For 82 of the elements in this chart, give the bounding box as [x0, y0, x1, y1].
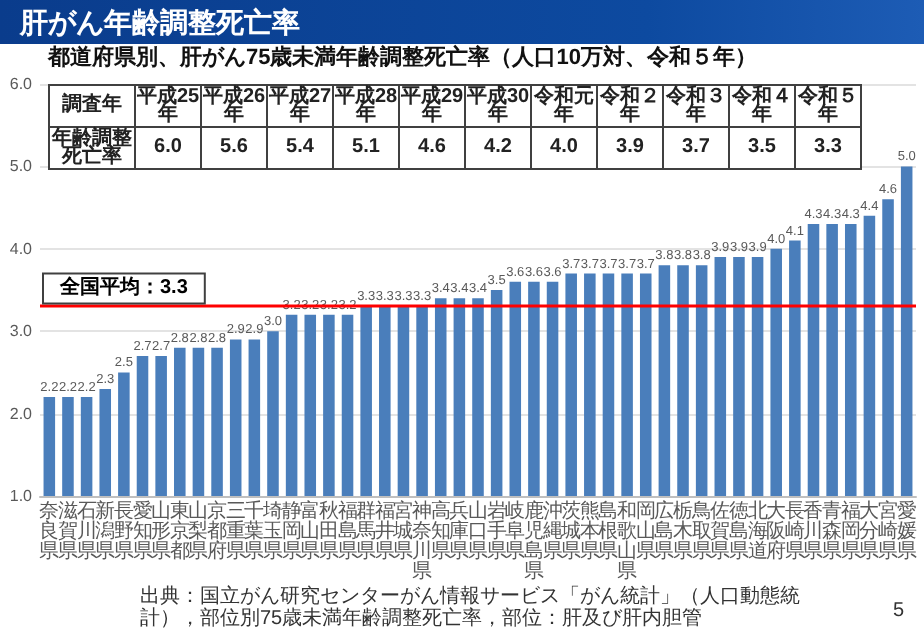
text: 年齢調整死亡率 [49, 127, 135, 169]
chart-subtitle: 都道府県別、肝がん75歳未満年齢調整死亡率（人口10万対、令和５年） [48, 46, 757, 72]
x-tick-label: 茨城県 [559, 499, 582, 563]
data-label: 4.2 [465, 127, 531, 169]
x-tick-label: 秋田県 [318, 499, 339, 563]
x-tick-label: 石川県 [76, 501, 97, 563]
x-tick-label: 佐賀県 [710, 501, 731, 563]
ref-line-label: 全国平均：3.3 [58, 275, 189, 300]
x-tick-label: 愛知県 [132, 499, 153, 563]
x-tick-label: 鳥取県 [689, 499, 712, 563]
data-label: 3.7 [663, 127, 729, 169]
y-tick-label: 4.0 [9, 239, 34, 258]
x-tick-label: 山梨県 [188, 499, 209, 563]
data-label: 4.0 [531, 127, 597, 169]
x-tick-label: 富山県 [300, 499, 321, 563]
category-label: 令和２年 [597, 85, 663, 127]
x-tick-label: 千葉県 [244, 499, 265, 563]
data-label: 5.4 [267, 127, 333, 169]
x-tick-label: 三重県 [225, 501, 246, 563]
x-tick-label: 宮城県 [391, 499, 414, 563]
data-label: 5.6 [201, 127, 267, 169]
category-label: 平成29年 [399, 85, 465, 127]
category-label: 令和３年 [663, 85, 729, 127]
x-tick-label: 大分県 [859, 499, 880, 563]
data-label: 3.5 [729, 127, 795, 169]
category-label: 令和元年 [531, 85, 597, 127]
category-label: 平成27年 [267, 85, 333, 127]
x-tick-label: 宮崎県 [878, 499, 899, 563]
x-tick-label: 奈良県 [39, 501, 60, 563]
y-tick-label: 3.0 [9, 322, 34, 341]
x-tick-label: 長野県 [113, 501, 134, 563]
text: 5 [892, 600, 904, 622]
category-label: 平成30年 [465, 85, 531, 127]
x-tick-label: 鹿児島県 [523, 499, 544, 583]
text: 調査年 [49, 85, 135, 127]
x-tick-label: 静岡県 [281, 499, 302, 563]
x-tick-label: 東京都 [169, 499, 190, 563]
data-label: 5.1 [333, 127, 399, 169]
x-tick-label: 兵庫県 [449, 499, 470, 563]
data-label: 6.0 [135, 127, 201, 169]
data-label: 3.3 [795, 127, 861, 169]
x-tick-label: 神奈川県 [412, 499, 433, 583]
x-tick-label: 滋賀県 [57, 499, 78, 563]
category-label: 平成28年 [333, 85, 399, 127]
x-tick-label: 福島県 [337, 499, 358, 563]
x-tick-label: 福岡県 [840, 499, 861, 563]
x-tick-label: 埼玉県 [260, 499, 283, 563]
x-tick-label: 山口県 [468, 499, 488, 563]
x-tick-label: 愛媛県 [896, 499, 917, 563]
x-tick-label: 群馬県 [354, 499, 377, 563]
data-label: 4.6 [399, 127, 465, 169]
chart-title: 肝がん年齢調整死亡率 [0, 0, 924, 44]
x-tick-label: 高知県 [430, 499, 451, 563]
x-tick-label: 香川県 [803, 499, 824, 563]
x-tick-label: 広島県 [654, 499, 675, 563]
x-tick-label: 北海道 [747, 499, 768, 563]
data-label: 3.9 [597, 127, 663, 169]
y-tick-label: 5.0 [9, 157, 34, 176]
x-tick-label: 山形県 [151, 499, 172, 563]
source-note: 出典：国立がん研究センターがん情報サービス「がん統計」（人口動態統計），部位別75歳未満年齢調整死亡率，部位：肝及び肝内胆管 [140, 586, 800, 630]
x-tick-label: 岡山県 [635, 501, 656, 563]
category-label: 平成25年 [135, 85, 201, 127]
y-tick-label: 6.0 [9, 75, 34, 93]
x-tick-label: 岩手県 [486, 499, 507, 563]
x-tick-label: 沖縄県 [540, 499, 563, 563]
category-label: 令和４年 [729, 85, 795, 127]
x-tick-label: 和歌山県 [617, 499, 638, 583]
x-tick-label: 徳島県 [728, 501, 749, 563]
x-tick-label: 新潟県 [95, 499, 116, 563]
y-tick-label: 2.0 [9, 404, 34, 423]
x-tick-label: 熊本県 [579, 499, 600, 563]
y-tick-label: 1.0 [9, 487, 34, 505]
x-tick-label: 青森県 [822, 499, 843, 563]
x-tick-label: 栃木県 [673, 499, 694, 563]
x-tick-label: 島根県 [598, 499, 619, 563]
x-tick-label: 大阪府 [766, 499, 787, 563]
category-label: 令和５年 [795, 85, 861, 127]
x-tick-label: 岐阜県 [505, 499, 526, 563]
x-tick-label: 京都府 [207, 499, 228, 563]
category-label: 平成26年 [201, 85, 267, 127]
x-tick-label: 長崎県 [784, 501, 805, 563]
x-tick-label: 福井県 [374, 499, 395, 563]
